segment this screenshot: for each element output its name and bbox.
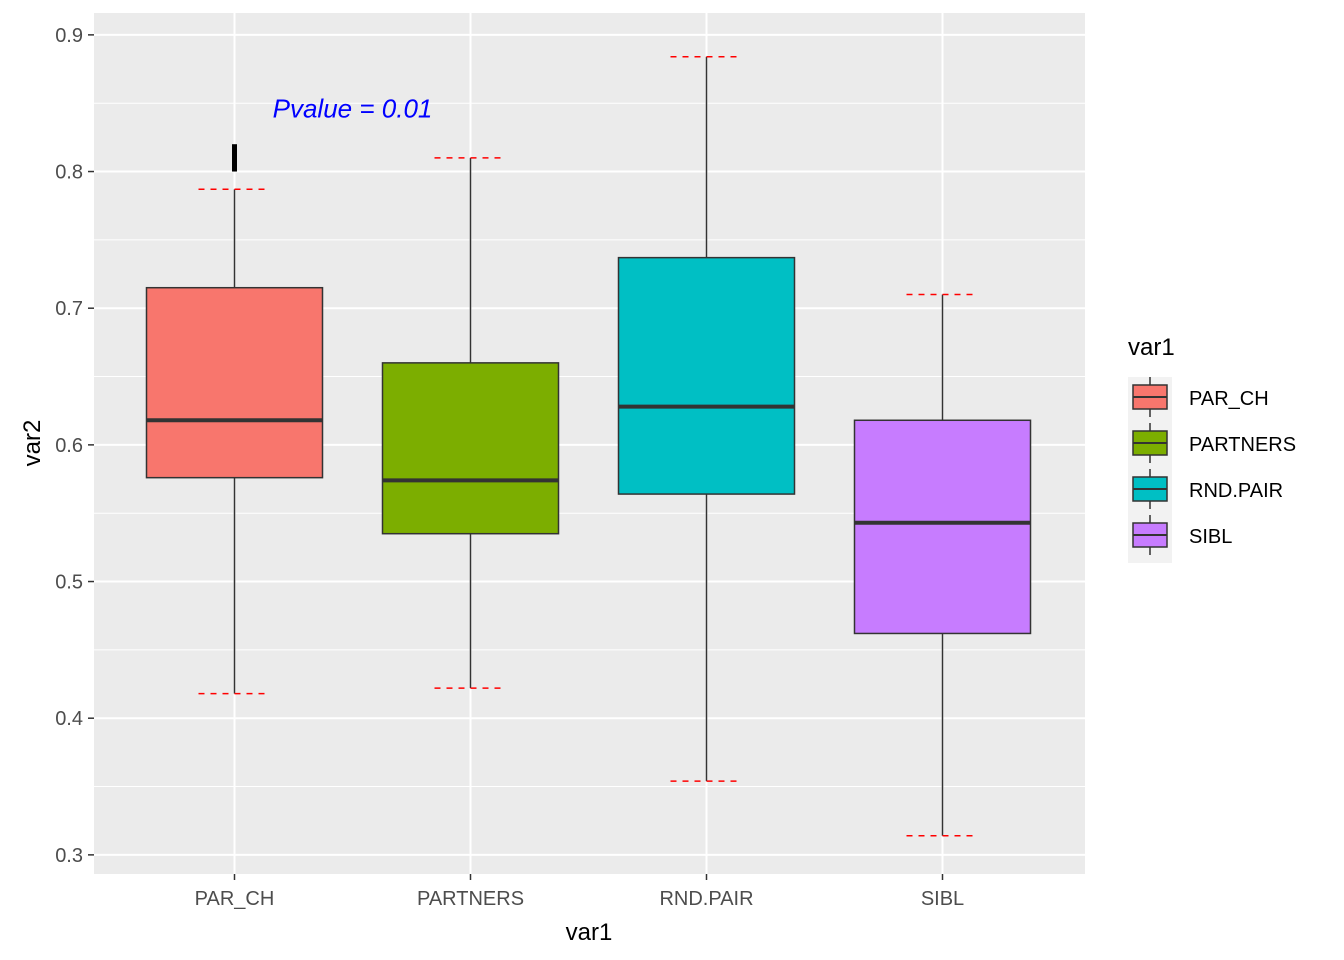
y-tick-label: 0.7 (55, 298, 83, 320)
y-tick-label: 0.9 (55, 25, 83, 47)
legend: var1 PAR_CH PARTNERS RND.PAIR SIBL (1128, 334, 1296, 563)
box-sibl (853, 419, 1032, 635)
x-tick-label: PARTNERS (417, 888, 524, 910)
y-tick-label: 0.3 (55, 845, 83, 867)
legend-title: var1 (1128, 334, 1175, 361)
legend-label: PARTNERS (1189, 434, 1296, 456)
box-rnd-pair (617, 256, 796, 495)
legend-label: SIBL (1189, 526, 1232, 548)
y-tick-label: 0.8 (55, 162, 83, 184)
pvalue-annotation: Pvalue = 0.01 (273, 94, 433, 124)
y-tick-label: 0.6 (55, 435, 83, 457)
box-par-ch (145, 286, 324, 479)
x-tick-label: RND.PAIR (659, 888, 753, 910)
legend-label: RND.PAIR (1189, 480, 1283, 502)
x-axis-title: var1 (566, 919, 613, 946)
x-tick-label: SIBL (921, 888, 964, 910)
y-axis-title: var2 (19, 420, 46, 467)
y-tick-label: 0.5 (55, 572, 83, 594)
x-tick-label: PAR_CH (195, 888, 275, 910)
axis-layer: 0.3 0.4 0.5 0.6 0.7 0.8 0.9 PAR_CH PARTNERS RND.P… (55, 25, 964, 910)
y-tick-label: 0.4 (55, 708, 83, 730)
box-partners (381, 362, 560, 535)
legend-label: PAR_CH (1189, 388, 1269, 410)
box-layer (145, 55, 1032, 837)
